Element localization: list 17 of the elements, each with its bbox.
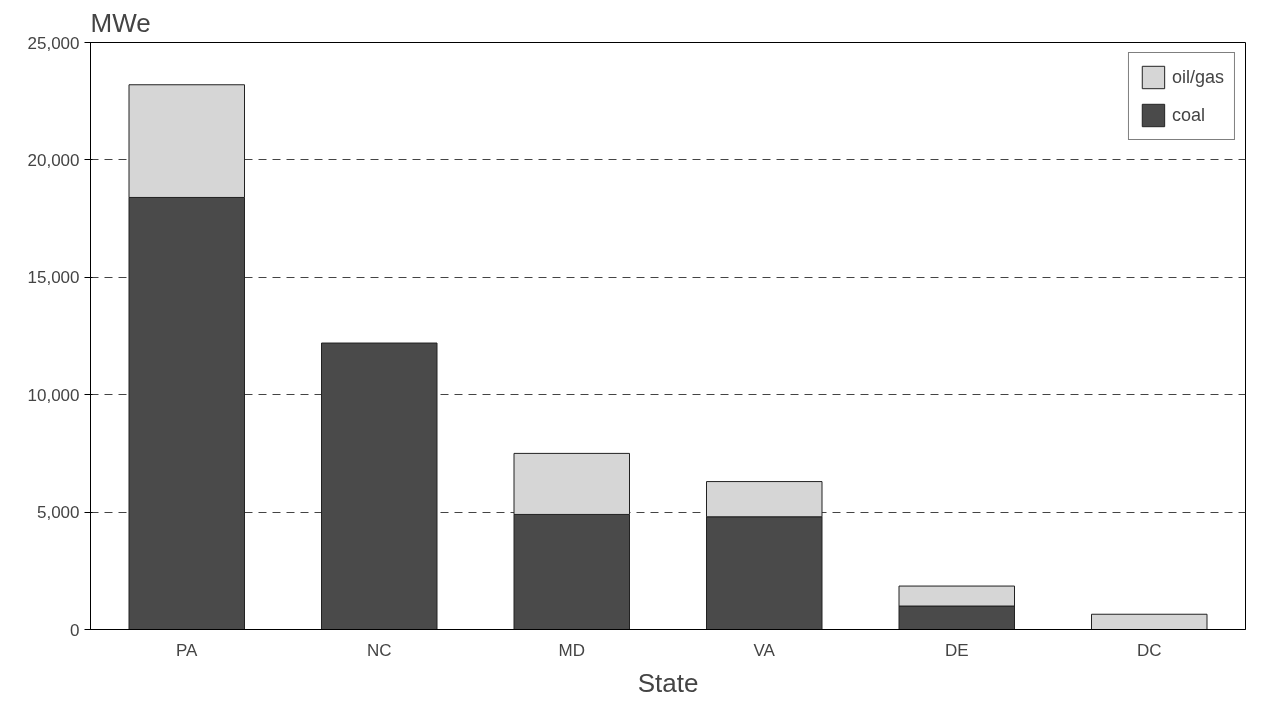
x-tick-label: VA [753, 640, 776, 660]
y-tick-label: 20,000 [27, 150, 80, 170]
legend-label: oil/gas [1171, 66, 1224, 88]
x-tick-label: MD [558, 640, 585, 660]
bar [1091, 613, 1208, 630]
x-axis-title: State [637, 667, 699, 698]
y-axis-title: MWe [90, 7, 151, 38]
legend-label: coal [1171, 104, 1205, 126]
y-tick-label: 0 [70, 620, 80, 640]
y-tick-label: 5,000 [36, 503, 80, 523]
x-tick-label: DC [1136, 640, 1162, 660]
x-tick-label: PA [176, 640, 199, 660]
y-tick-label: 10,000 [27, 385, 80, 405]
y-tick-label: 25,000 [27, 33, 80, 53]
x-tick-label: NC [366, 640, 392, 660]
x-tick-label: DE [944, 640, 969, 660]
y-tick-label: 15,000 [27, 268, 80, 288]
